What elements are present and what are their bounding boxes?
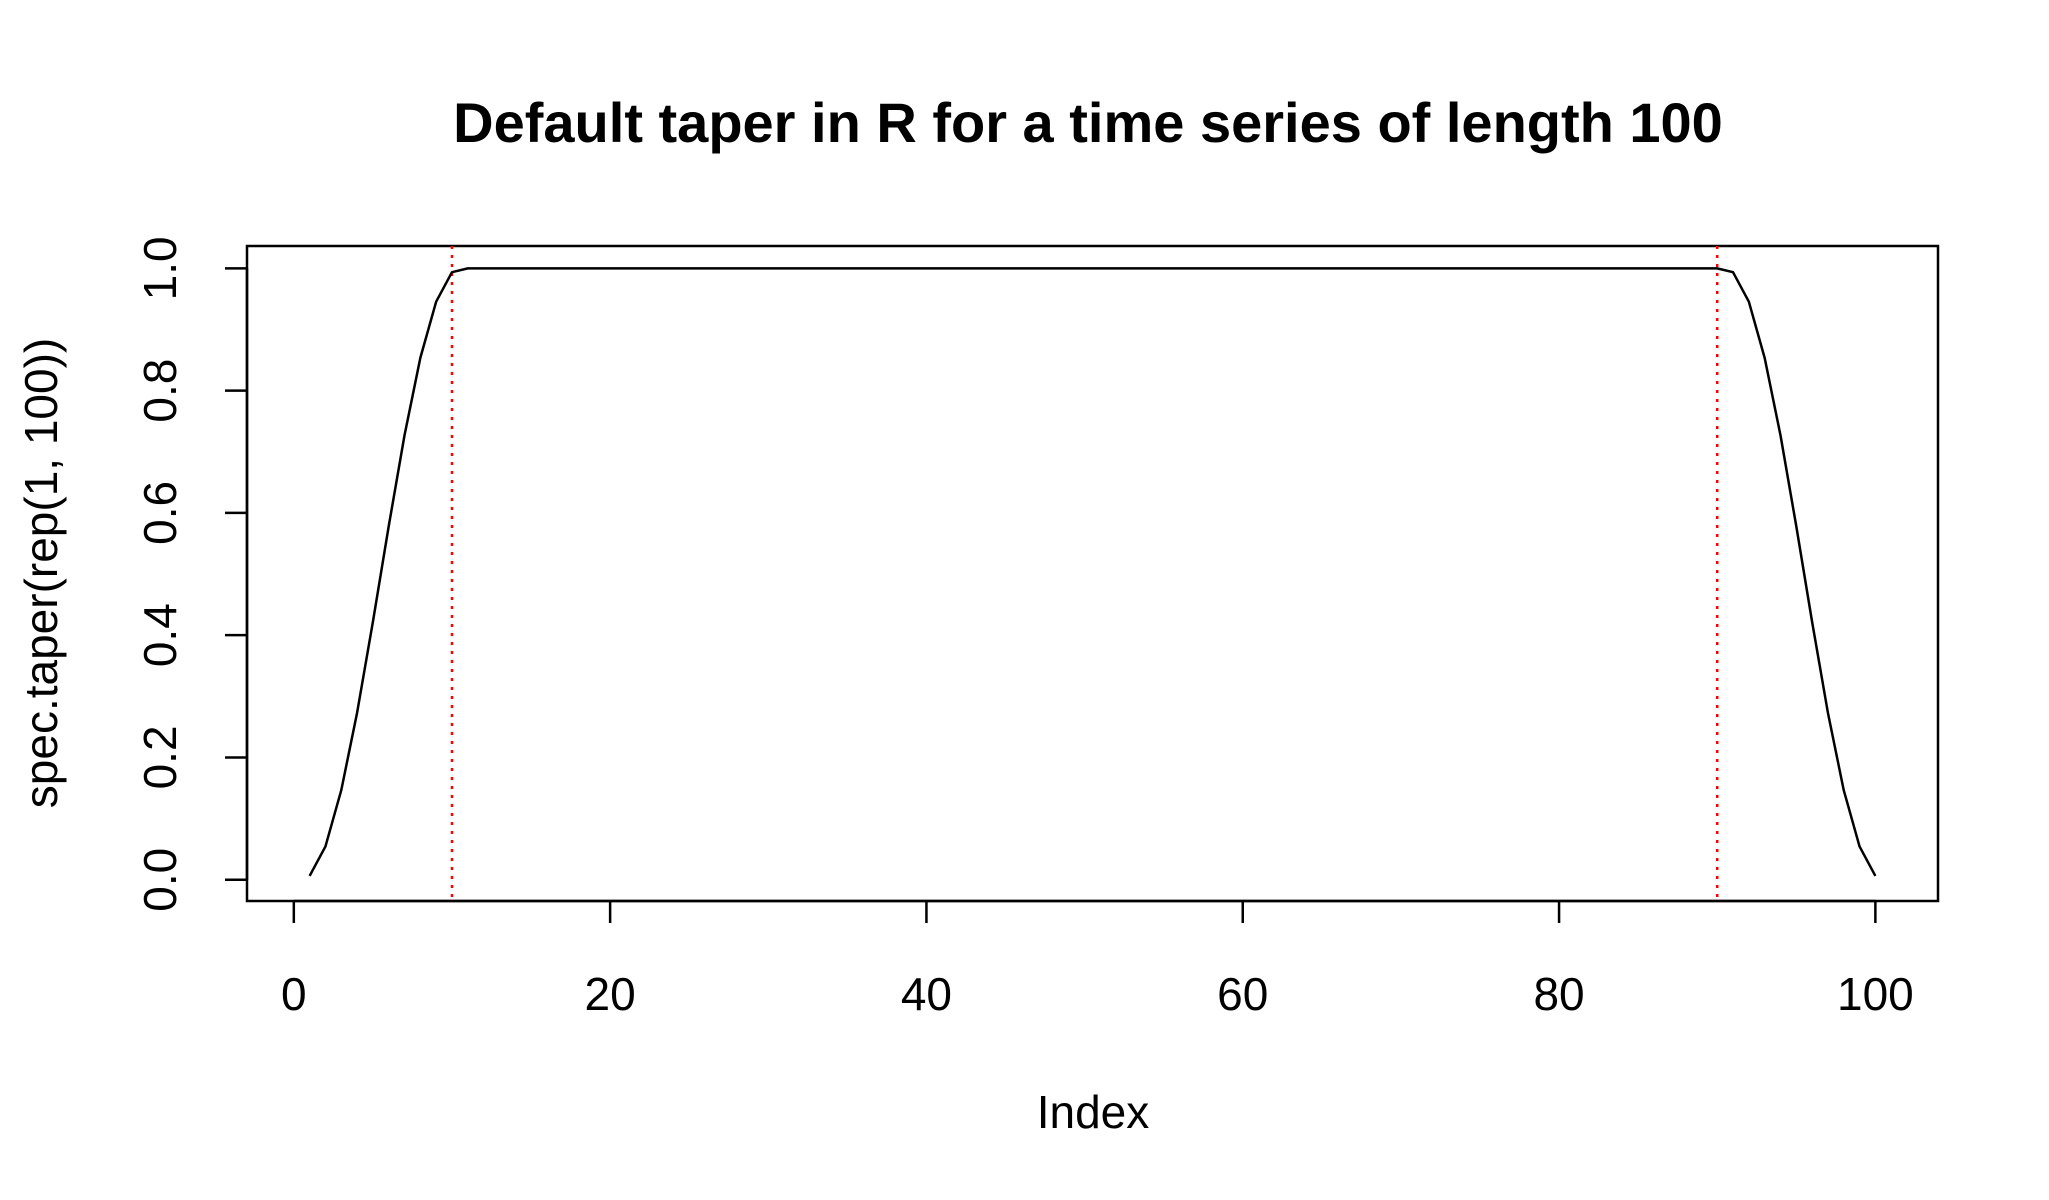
y-tick-label: 0.6 [134, 481, 186, 545]
chart-title: Default taper in R for a time series of … [453, 91, 1723, 154]
x-tick-label: 100 [1837, 968, 1914, 1020]
y-tick-label: 0.8 [134, 359, 186, 423]
y-axis-label: spec.taper(rep(1, 100)) [15, 338, 67, 808]
y-axis: 0.0 0.2 0.4 0.6 0.8 1.0 [134, 236, 249, 912]
series-line [308, 267, 1877, 877]
vertical-reference-lines [450, 246, 1719, 901]
y-tick-label: 0.2 [134, 725, 186, 789]
x-axis: 0 20 40 60 80 100 [281, 899, 1914, 1020]
y-tick-label: 1.0 [134, 236, 186, 300]
x-tick-label: 20 [585, 968, 636, 1020]
y-tick-label: 0.0 [134, 848, 186, 912]
x-tick-label: 80 [1533, 968, 1584, 1020]
x-tick-label: 40 [901, 968, 952, 1020]
x-tick-label: 0 [281, 968, 307, 1020]
x-axis-label: Index [1037, 1086, 1150, 1138]
series-group [308, 267, 1877, 877]
y-tick-label: 0.4 [134, 603, 186, 667]
plot-box [245, 244, 1940, 903]
x-tick-label: 60 [1217, 968, 1268, 1020]
